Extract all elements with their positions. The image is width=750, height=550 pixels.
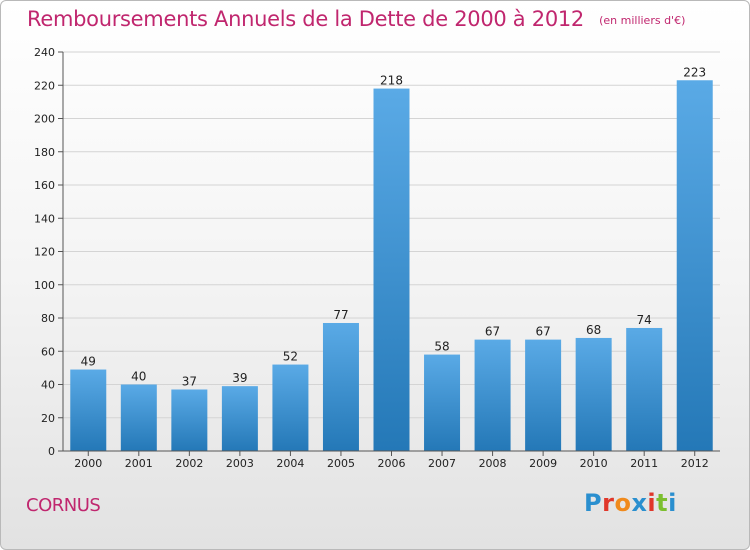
y-tick-label: 40 xyxy=(41,379,55,392)
data-label: 67 xyxy=(535,325,550,339)
bar xyxy=(424,354,461,451)
chart-title-row: Remboursements Annuels de la Dette de 20… xyxy=(27,7,685,31)
logo-letter: i xyxy=(647,489,657,517)
y-tick-label: 20 xyxy=(41,412,55,425)
logo-letter: t xyxy=(656,489,669,517)
x-tick-label: 2009 xyxy=(529,457,557,470)
data-label: 223 xyxy=(683,65,706,79)
logo-letter: o xyxy=(614,489,632,517)
x-tick-label: 2008 xyxy=(479,457,507,470)
bar xyxy=(676,80,713,451)
chart-unit: (en milliers d'€) xyxy=(599,14,686,27)
data-label: 74 xyxy=(637,313,652,327)
data-label: 39 xyxy=(232,371,247,385)
data-label: 68 xyxy=(586,323,601,337)
bar xyxy=(70,369,107,451)
x-tick-label: 2010 xyxy=(580,457,608,470)
bar xyxy=(272,364,309,451)
data-label: 49 xyxy=(81,355,96,369)
bar xyxy=(575,337,612,451)
y-tick-label: 120 xyxy=(34,246,55,259)
logo-letter: P xyxy=(584,489,603,517)
commune-name: CORNUS xyxy=(26,495,101,516)
y-tick-label: 80 xyxy=(41,312,55,325)
y-tick-label: 160 xyxy=(34,179,55,192)
x-tick-label: 2001 xyxy=(125,457,153,470)
x-tick-label: 2004 xyxy=(276,457,304,470)
x-tick-label: 2007 xyxy=(428,457,456,470)
y-tick-label: 100 xyxy=(34,279,55,292)
logo-letter: x xyxy=(631,489,648,517)
logo-letter: i xyxy=(668,489,677,517)
x-tick-label: 2011 xyxy=(630,457,658,470)
y-tick-label: 60 xyxy=(41,345,55,358)
data-label: 67 xyxy=(485,325,500,339)
bar xyxy=(120,384,157,451)
data-label: 37 xyxy=(182,374,197,388)
data-label: 52 xyxy=(283,350,298,364)
bar xyxy=(221,386,258,451)
bar xyxy=(474,339,511,451)
x-tick-label: 2003 xyxy=(226,457,254,470)
y-tick-label: 220 xyxy=(34,79,55,92)
data-label: 218 xyxy=(380,74,403,88)
x-tick-label: 2012 xyxy=(681,457,709,470)
x-tick-label: 2002 xyxy=(175,457,203,470)
y-tick-label: 240 xyxy=(34,46,55,59)
bar xyxy=(525,339,562,451)
x-tick-label: 2006 xyxy=(378,457,406,470)
bar xyxy=(171,389,208,451)
y-tick-label: 200 xyxy=(34,113,55,126)
y-tick-label: 140 xyxy=(34,212,55,225)
bar xyxy=(322,322,359,451)
data-label: 77 xyxy=(333,308,348,322)
data-label: 40 xyxy=(131,370,146,384)
data-label: 58 xyxy=(434,340,449,354)
y-tick-label: 180 xyxy=(34,146,55,159)
y-tick-label: 0 xyxy=(48,445,55,458)
proxiti-logo: Proxiti xyxy=(584,489,677,517)
x-tick-label: 2005 xyxy=(327,457,355,470)
bar xyxy=(373,88,410,451)
logo-letter: r xyxy=(602,489,615,517)
chart-title: Remboursements Annuels de la Dette de 20… xyxy=(27,7,584,31)
x-tick-label: 2000 xyxy=(74,457,102,470)
bar xyxy=(626,327,663,451)
